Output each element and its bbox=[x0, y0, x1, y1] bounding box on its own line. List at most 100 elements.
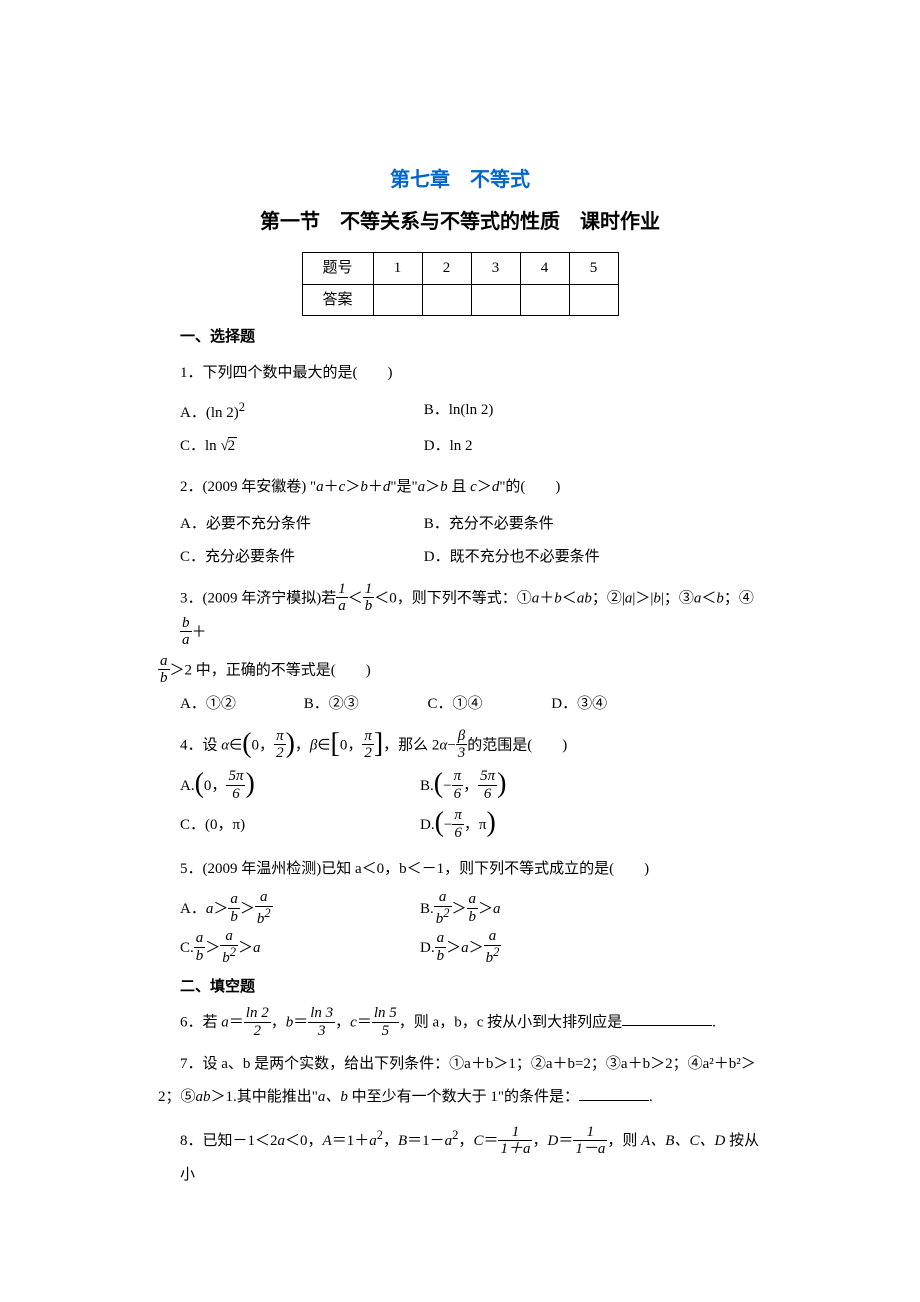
q3-text: ＜ bbox=[562, 590, 577, 606]
q6-num: ln 3 bbox=[308, 1005, 335, 1023]
q5-num: a bbox=[220, 928, 238, 946]
q6-text: a，b，c 按从小到大排列应是 bbox=[433, 1014, 623, 1030]
q2-var: a bbox=[418, 479, 426, 495]
q7-line1: 7．设 a、b 是两个实数，给出下列条件：①a＋b＞1；②a＋b=2；③a＋b＞… bbox=[180, 1048, 762, 1081]
q6-text: ＝ bbox=[293, 1014, 308, 1030]
q4-options: A.(0，5π6) C．(0，π) B.(−π6，5π6) D.(−π6，π) bbox=[180, 767, 762, 845]
q3-text: ；④ bbox=[724, 590, 754, 606]
q5-C: C. bbox=[180, 940, 194, 956]
q2-text: ＞ bbox=[425, 479, 440, 495]
q3-var: b bbox=[554, 590, 562, 606]
q4-den: 6 bbox=[226, 786, 245, 803]
q5-A: A． bbox=[180, 901, 206, 917]
q2-var: b bbox=[360, 479, 368, 495]
q3-D: D．③④ bbox=[551, 688, 671, 721]
q6-text: . bbox=[712, 1014, 716, 1030]
q3-den: a bbox=[336, 598, 348, 615]
q4-text: 4．设 bbox=[180, 737, 221, 753]
q8-var: a bbox=[523, 1141, 531, 1157]
q8-var: a bbox=[278, 1133, 286, 1149]
q8-text: ＜0， bbox=[285, 1133, 323, 1149]
q1-D: D．ln 2 bbox=[424, 430, 664, 463]
q3-stem: 3．(2009 年济宁模拟)若1a＜1b＜0，则下列不等式：①a＋b＜ab；②|… bbox=[180, 582, 762, 650]
q8-var: a bbox=[598, 1141, 606, 1157]
q2-text: ＞ bbox=[477, 479, 492, 495]
q5-var: a bbox=[253, 940, 261, 956]
table-cell: 5 bbox=[569, 253, 618, 285]
chapter-title: 第七章 不等式 bbox=[158, 165, 762, 195]
q5-text: ＞ bbox=[478, 901, 493, 917]
q6-var: c bbox=[350, 1014, 357, 1030]
table-cell bbox=[471, 284, 520, 316]
q5-text: ＞ bbox=[240, 901, 255, 917]
q8-var: A、B、C、D bbox=[641, 1133, 725, 1149]
table-cell: 2 bbox=[422, 253, 471, 285]
q5-text: ＞ bbox=[238, 940, 253, 956]
q4-stem: 4．设 α∈(0，π2)，β∈[0，π2]，那么 2α−β3的范围是( ) bbox=[180, 729, 762, 763]
q2-options: A．必要不充分条件 B．充分不必要条件 C．充分必要条件 D．既不充分也不必要条… bbox=[180, 508, 762, 574]
q4-text: ， bbox=[347, 737, 362, 753]
table-cell: 答案 bbox=[302, 284, 373, 316]
table-cell bbox=[569, 284, 618, 316]
q3-var: b bbox=[653, 590, 661, 606]
q7-blank bbox=[579, 1085, 649, 1101]
q4-text: − bbox=[443, 778, 451, 794]
q5-num: a bbox=[484, 928, 502, 946]
q8-text: ， bbox=[383, 1133, 398, 1149]
q5-sup: 2 bbox=[230, 945, 236, 959]
q3-text: ＜0，则下列不等式：① bbox=[374, 590, 532, 606]
table-cell bbox=[373, 284, 422, 316]
q1-A: A．(ln 2) bbox=[180, 405, 239, 421]
q4-num: 5 bbox=[228, 768, 236, 784]
q8-text: ，则 bbox=[607, 1133, 641, 1149]
q5-text: ＞ bbox=[452, 901, 467, 917]
q2-var: a bbox=[316, 479, 324, 495]
q6-text: ， bbox=[271, 1014, 286, 1030]
q5-num: a bbox=[434, 889, 452, 907]
q1-A-sup: 2 bbox=[239, 400, 245, 414]
q5-text: ＞ bbox=[446, 940, 461, 956]
q5-options: A．a＞ab＞ab2 C.ab＞ab2＞a B.ab2＞ab＞a D.ab＞a＞… bbox=[180, 890, 762, 968]
table-row: 答案 bbox=[302, 284, 618, 316]
q8-text: － bbox=[583, 1141, 598, 1157]
q4-A: A. bbox=[180, 778, 195, 794]
q5-sup: 2 bbox=[264, 906, 270, 920]
q5-num: a bbox=[467, 891, 479, 909]
q8-text: ， bbox=[532, 1133, 547, 1149]
q8-text: ＝1＋ bbox=[332, 1133, 370, 1149]
q6-text: ， bbox=[335, 1014, 350, 1030]
q1-C: C．ln bbox=[180, 438, 220, 454]
q8-text: ＝1－ bbox=[407, 1133, 445, 1149]
q2-text: 2．(2009 年安徽卷) " bbox=[180, 479, 316, 495]
q2-var: c bbox=[470, 479, 477, 495]
q4-den: 6 bbox=[452, 786, 464, 803]
q8-var: A bbox=[323, 1133, 332, 1149]
q1-stem: 1．下列四个数中最大的是( ) bbox=[180, 357, 762, 390]
q4-text: − bbox=[447, 737, 455, 753]
q5-sup: 2 bbox=[493, 945, 499, 959]
q5-stem: 5．(2009 年温州检测)已知 a＜0，b＜－1，则下列不等式成立的是( ) bbox=[180, 853, 762, 886]
q4-den: 2 bbox=[362, 745, 374, 762]
q3-A: A．①② bbox=[180, 688, 300, 721]
q5-text: ＞ bbox=[469, 940, 484, 956]
q4-den: 6 bbox=[452, 825, 464, 842]
q3-var: ab bbox=[577, 590, 592, 606]
q5-den: b bbox=[467, 909, 479, 926]
q3-text: ＋ bbox=[192, 624, 207, 640]
q3-text: ＋ bbox=[539, 590, 554, 606]
q4-B: B. bbox=[420, 778, 434, 794]
q5-text: 5．(2009 年温州检测)已知 a＜0，b＜－1，则下列不等式成立的是( ) bbox=[180, 861, 649, 877]
q3-text: ；②| bbox=[592, 590, 625, 606]
q5-den: b bbox=[435, 948, 447, 965]
q8-text: 8．已知－1＜2 bbox=[180, 1133, 278, 1149]
part2-header: 二、填空题 bbox=[180, 976, 762, 999]
q5-B: B. bbox=[420, 901, 434, 917]
q5-text: ＞ bbox=[213, 901, 228, 917]
q6-den: 2 bbox=[244, 1023, 271, 1040]
q3-text: ＞2 中，正确的不等式是( ) bbox=[170, 662, 371, 678]
q4-text: π bbox=[479, 817, 487, 833]
q4-den: 3 bbox=[456, 745, 468, 762]
q4-text: − bbox=[444, 817, 452, 833]
q3-text: ＜ bbox=[701, 590, 716, 606]
q3-options: A．①② B．②③ C．①④ D．③④ bbox=[180, 688, 762, 721]
